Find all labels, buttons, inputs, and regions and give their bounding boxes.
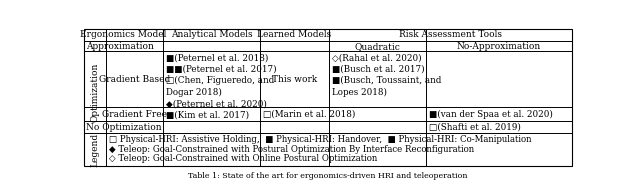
Text: □(Marin et al. 2018): □(Marin et al. 2018) [262, 110, 355, 119]
Text: Approximation: Approximation [86, 42, 154, 51]
Text: Risk Assessment Tools: Risk Assessment Tools [399, 30, 502, 39]
Text: ◆ Teleop: Goal-Constrained with Postural Optimization By Interface Reconfigurati: ◆ Teleop: Goal-Constrained with Postural… [109, 145, 474, 153]
Text: Learned Models: Learned Models [257, 30, 332, 39]
Text: Table 1: State of the art for ergonomics-driven HRI and teleoperation: Table 1: State of the art for ergonomics… [188, 172, 468, 180]
Text: ■(Peternel et al. 2018)
■■(Peternel et al. 2017)
□(Chen, Figueredo, and
Dogar 20: ■(Peternel et al. 2018) ■■(Peternel et a… [166, 53, 277, 120]
Text: ■(van der Spaa et al. 2020): ■(van der Spaa et al. 2020) [429, 110, 553, 119]
Text: Analytical Models: Analytical Models [171, 30, 252, 39]
Text: □ Physical-HRI: Assistive Holding,  ■ Physical-HRI: Handover,  ■ Physical-HRI: C: □ Physical-HRI: Assistive Holding, ■ Phy… [109, 135, 531, 144]
Text: □(Shafti et al. 2019): □(Shafti et al. 2019) [429, 123, 521, 132]
Text: Gradient Free: Gradient Free [102, 110, 167, 119]
Text: Legend: Legend [90, 132, 99, 167]
Text: ◇ Teleop: Goal-Constrained with Online Postural Optimization: ◇ Teleop: Goal-Constrained with Online P… [109, 154, 377, 163]
Text: Quadratic: Quadratic [355, 42, 401, 51]
Text: This work: This work [271, 75, 317, 84]
Text: Optimization: Optimization [90, 63, 99, 122]
Text: No-Approximation: No-Approximation [457, 42, 541, 51]
Text: Gradient Based: Gradient Based [99, 75, 170, 84]
Text: No Optimization: No Optimization [86, 123, 162, 132]
Text: Ergonomics Model: Ergonomics Model [81, 30, 167, 39]
Text: ◇(Rahal et al. 2020)
■(Busch et al. 2017)
■(Busch, Toussaint, and
Lopes 2018): ◇(Rahal et al. 2020) ■(Busch et al. 2017… [332, 53, 442, 97]
